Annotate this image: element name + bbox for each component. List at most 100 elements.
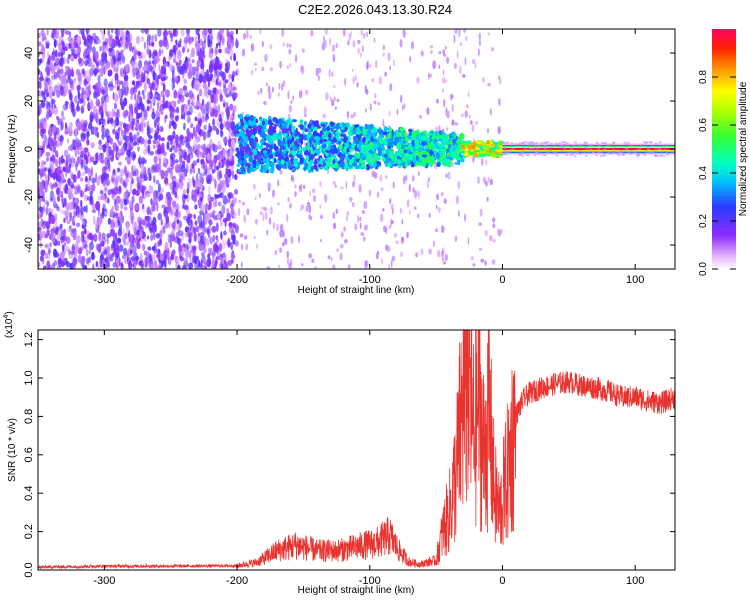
spectrogram-cell (332, 222, 337, 230)
spectrogram-cell (197, 186, 200, 195)
spectrogram-cell (139, 138, 143, 145)
spectrogram-cell (68, 186, 72, 194)
spectrogram-cell (237, 207, 241, 217)
spectrogram-cell (115, 129, 121, 137)
spectrogram-cell (212, 234, 216, 243)
spectrogram-cell (355, 164, 359, 170)
spectrogram-cell (354, 223, 358, 231)
spectrogram-cell (243, 124, 249, 129)
spectrogram-cell (180, 164, 186, 173)
spectrogram-cell (438, 51, 442, 55)
spectrogram-cell (380, 187, 384, 192)
spectrogram-cell (239, 129, 244, 134)
spectrogram-cell (220, 231, 223, 240)
spectrogram-cell (128, 172, 134, 179)
spectrogram-cell (218, 64, 223, 69)
spectrogram-cell (388, 141, 393, 147)
spectrogram-cell (203, 124, 207, 131)
spectrogram-cell (234, 240, 239, 247)
spectrogram-cell (362, 45, 364, 53)
spectrogram-cell (391, 255, 396, 262)
spectrogram-cell (129, 186, 132, 195)
spectrogram-cell (466, 104, 469, 109)
spectrogram-cell (441, 257, 445, 261)
spectrogram-cell (310, 215, 312, 221)
spectrogram-cell (260, 87, 263, 94)
spectrogram-cell (129, 112, 133, 121)
spectrogram-cell (351, 202, 355, 208)
spectrogram-cell (326, 140, 332, 145)
spectrogram-cell (205, 266, 207, 269)
spectrogram-cell (404, 146, 407, 151)
spectrogram-cell (362, 136, 366, 143)
spectrogram-cell (583, 151, 587, 154)
spectrogram-cell (193, 195, 196, 203)
spectrogram-cell (240, 261, 243, 268)
spectrogram-cell (48, 127, 53, 137)
spectrogram-cell (45, 44, 50, 49)
spectrogram-cell (225, 120, 230, 131)
spectrogram-cell (93, 126, 97, 136)
spectrogram-cell (504, 150, 508, 153)
spectrogram-cell (144, 256, 149, 266)
spectrogram-cell (69, 37, 74, 48)
spectrogram-cell (111, 177, 115, 183)
spectrogram-cell (339, 122, 343, 127)
spectrogram-cell (387, 245, 391, 253)
spectrogram-cell (208, 63, 214, 74)
spectrogram-cell (366, 61, 368, 71)
spectrogram-cell (253, 184, 256, 190)
spectrogram-cell (217, 201, 222, 207)
spectrogram-cell (209, 46, 213, 54)
spectrogram-cell (169, 120, 172, 129)
spectrogram-cell (49, 60, 54, 68)
spectrogram-cell (112, 243, 116, 249)
spectrogram-cell (167, 233, 171, 243)
spectrogram-cell (139, 179, 142, 186)
spectrogram-cell (179, 38, 182, 44)
spectrogram-cell (204, 261, 207, 268)
spectrogram-cell (283, 238, 288, 245)
spectrogram-cell (475, 147, 481, 151)
spectrogram-cell (56, 115, 59, 120)
spectrogram-cell (151, 81, 156, 91)
spectrogram-cell (81, 107, 85, 113)
spectrogram-cell (200, 106, 205, 114)
spectrogram-cell (372, 126, 377, 134)
spectrogram-cell (140, 121, 144, 132)
spectrogram-cell (71, 218, 75, 226)
spectrogram-cell (286, 43, 289, 48)
spectrogram-cell (373, 100, 377, 105)
spectrogram-cell (39, 211, 42, 218)
spectrogram-cell (229, 103, 234, 111)
spectrogram-cell (299, 137, 303, 144)
spectrogram-cell (219, 94, 223, 102)
spectrogram-cell (214, 105, 219, 110)
spectrogram-cell (153, 249, 158, 254)
spectrogram-cell (329, 37, 332, 46)
spectrogram-cell (299, 133, 304, 139)
spectrogram-cell (421, 154, 427, 158)
spectrogram-cell (174, 159, 179, 164)
spectrogram-cell (88, 249, 91, 255)
spectrogram-cell (214, 179, 217, 189)
spectrogram-cell (57, 257, 63, 268)
spectrogram-cell (83, 49, 89, 56)
spectrogram-cell (183, 78, 187, 84)
spectrogram-cell (109, 208, 114, 218)
spectrogram-cell (126, 223, 130, 234)
spectrogram-cell (216, 165, 220, 171)
spectrogram-cell (149, 209, 152, 216)
spectrogram-cell (90, 142, 95, 149)
spectrogram-cell (322, 126, 327, 132)
spectrogram-cell (394, 136, 400, 144)
spectrogram-cell (135, 80, 140, 86)
spectrogram-cell (196, 94, 200, 102)
spectrogram-cell (171, 70, 175, 79)
spectrogram-cell (70, 193, 74, 200)
spectrogram-cell (168, 220, 171, 229)
spectrogram-cell (125, 63, 129, 73)
spectrogram-cell (136, 136, 140, 146)
spectrogram-cell (186, 116, 191, 124)
spectrogram-cell (264, 128, 268, 133)
